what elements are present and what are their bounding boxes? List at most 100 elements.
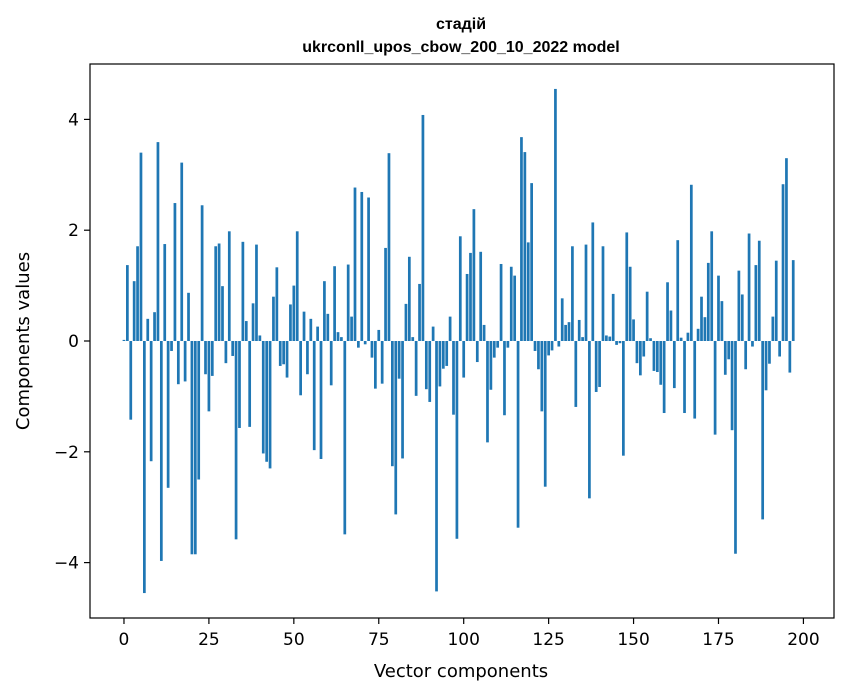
x-tick-label: 0 [119,630,130,650]
x-axis-ticks: 0 25 50 75 100 125 150 175 200 [119,618,820,650]
bar-75 [377,329,381,341]
bar-83 [404,303,408,341]
bar-98 [455,341,459,539]
bar-179 [730,341,734,431]
bar-125 [547,341,550,356]
bar-18 [183,341,187,382]
bar-25 [207,341,211,412]
bar-82 [401,341,404,459]
bar-147 [622,341,625,456]
x-tick-label: 175 [702,630,734,650]
bar-60 [326,313,330,341]
bar-157 [655,341,659,373]
bar-183 [744,341,748,370]
x-tick-label: 200 [787,630,819,650]
bar-68 [353,187,357,341]
bar-174 [713,341,717,435]
bar-139 [594,341,598,392]
bar-47 [282,341,285,365]
bar-119 [526,242,530,341]
bar-111 [499,263,503,341]
bar-22 [197,341,201,480]
bar-33 [234,341,238,540]
bar-129 [560,298,564,341]
bar-117 [520,137,523,341]
bar-64 [340,337,343,341]
bar-196 [788,341,792,373]
bar-136 [584,244,588,341]
bar-26 [210,341,214,376]
bar-182 [740,294,744,341]
bar-62 [333,266,336,341]
bar-115 [513,275,517,341]
bar-137 [588,341,591,499]
bar-93 [438,341,442,387]
bar-6 [143,341,146,594]
bar-185 [751,341,754,347]
bar-11 [159,341,163,561]
bar-128 [557,341,561,347]
bar-138 [591,222,595,341]
bar-144 [611,293,615,341]
x-tick-label: 125 [532,630,564,650]
bar-35 [241,241,245,341]
bar-14 [170,341,173,351]
bar-189 [764,341,768,391]
bar-80 [394,341,398,515]
bar-73 [370,341,374,358]
bar-94 [441,341,445,369]
bar-23 [200,205,204,341]
bar-142 [605,335,608,341]
bar-194 [781,184,785,341]
bar-38 [251,303,255,341]
bar-72 [367,197,370,341]
bar-74 [374,341,377,389]
bar-122 [537,341,540,370]
bar-36 [244,321,248,341]
bar-37 [248,341,252,427]
bar-53 [302,311,306,341]
bar-5 [139,152,143,341]
bar-66 [346,264,350,341]
bar-95 [445,341,449,366]
bar-171 [703,317,707,341]
bar-96 [448,316,452,341]
x-tick-label: 50 [283,630,305,650]
bar-32 [231,341,235,356]
bar-55 [309,318,313,341]
bar-97 [452,341,455,415]
bar-45 [275,267,279,341]
bar-140 [598,341,601,387]
bar-76 [380,341,384,384]
bar-1 [126,265,129,341]
x-tick-label: 150 [617,630,649,650]
bar-29 [221,286,224,341]
bar-127 [554,88,557,342]
bar-2 [129,341,133,420]
bar-84 [407,256,411,341]
bar-40 [258,335,262,341]
bar-43 [268,341,272,469]
bar-42 [265,341,269,462]
bar-88 [421,114,425,341]
bar-69 [357,341,360,348]
bar-133 [574,341,578,407]
bar-153 [642,341,646,357]
bar-52 [299,341,302,396]
bar-120 [530,183,533,341]
bar-158 [659,341,663,385]
bar-123 [540,341,544,412]
bar-59 [323,281,326,341]
bar-17 [180,162,184,341]
bar-175 [717,275,720,341]
bar-28 [217,243,221,341]
bar-109 [492,341,496,358]
bar-70 [360,191,364,341]
bar-12 [163,244,167,341]
bar-78 [387,153,391,341]
y-tick-label: −2 [54,443,79,463]
bar-124 [543,341,547,487]
y-tick-label: 0 [68,332,79,352]
bar-166 [686,332,690,341]
bar-169 [696,328,700,341]
